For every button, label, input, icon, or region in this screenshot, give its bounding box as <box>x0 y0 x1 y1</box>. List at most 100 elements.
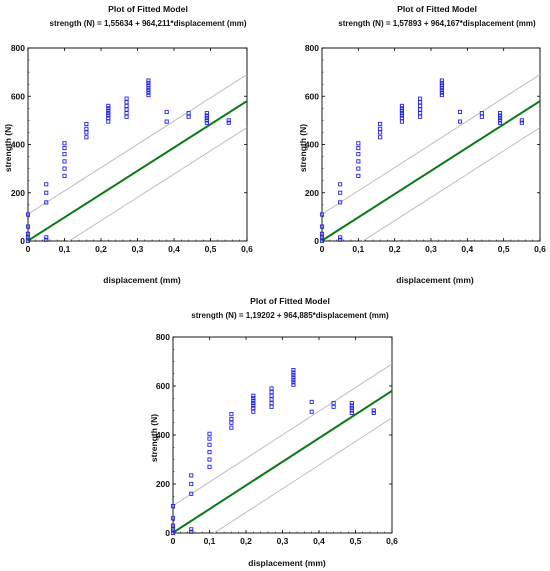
data-point <box>349 406 354 411</box>
data-point <box>309 399 314 404</box>
data-point <box>207 442 212 447</box>
data-point <box>251 396 256 401</box>
fit-lines <box>322 74 540 241</box>
data-point <box>62 146 67 151</box>
data-point <box>124 96 129 101</box>
data-point <box>170 530 176 536</box>
data-point <box>331 401 336 406</box>
data-point <box>189 473 194 478</box>
data-point <box>62 159 67 164</box>
data-point <box>106 106 111 111</box>
data-point <box>229 420 234 425</box>
data-point <box>204 113 209 118</box>
data-point <box>378 121 383 127</box>
data-point <box>207 436 212 441</box>
x-tick-label: 0 <box>171 536 176 546</box>
fit-lines <box>28 74 247 241</box>
data-point <box>25 224 31 229</box>
data-point <box>62 173 67 178</box>
data-point <box>497 111 503 116</box>
data-point <box>497 120 503 125</box>
x-tick-label: 0,2 <box>389 244 401 254</box>
data-point <box>164 109 169 114</box>
x-tick-label: 0,5 <box>350 536 362 546</box>
data-point <box>146 80 151 86</box>
data-point <box>189 527 194 532</box>
data-point <box>207 457 212 462</box>
chart-3-subtitle: strength (N) = 1,19202 + 964,885*displac… <box>191 311 389 320</box>
data-point <box>189 491 194 496</box>
data-point <box>269 397 274 402</box>
data-point <box>269 393 274 398</box>
data-point <box>146 78 151 83</box>
data-point <box>44 237 49 242</box>
y-tick-label: 200 <box>11 188 25 198</box>
y-tick-label: 600 <box>11 91 25 101</box>
upper-prediction-limit <box>322 74 540 215</box>
data-point <box>497 118 503 123</box>
data-point <box>309 409 314 414</box>
data-point <box>44 190 49 195</box>
y-tick-label: 200 <box>156 479 170 489</box>
data-point <box>458 109 463 114</box>
data-point <box>84 121 89 127</box>
data-point <box>338 237 343 242</box>
data-point <box>356 173 361 178</box>
data-point <box>291 380 296 385</box>
x-tick-label: 0,3 <box>425 244 437 254</box>
data-point <box>229 425 234 430</box>
data-point <box>439 90 444 95</box>
data-points <box>25 78 231 244</box>
data-point <box>189 481 194 487</box>
data-point <box>291 368 296 373</box>
chart-1-xlabel: displacement (mm) <box>103 275 181 285</box>
data-point <box>204 120 209 125</box>
chart-1: Plot of Fitted Model strength (N) = 1,55… <box>3 4 253 285</box>
chart-3: Plot of Fitted Model strength (N) = 1,19… <box>149 296 398 568</box>
data-point <box>25 231 31 236</box>
data-point <box>439 88 444 93</box>
chart-2-subtitle: strength (N) = 1,57893 + 964,167*displac… <box>338 19 536 28</box>
x-tick-label: 0,1 <box>59 244 71 254</box>
data-point <box>170 527 176 532</box>
data-point <box>146 85 151 90</box>
data-point <box>106 113 111 118</box>
data-point <box>331 404 336 409</box>
data-point <box>170 504 176 509</box>
data-point <box>146 83 151 88</box>
x-tick-label: 0 <box>320 244 325 254</box>
y-tick-label: 600 <box>305 91 319 101</box>
chart-2-ylabel: strength (N) <box>298 124 308 172</box>
data-point <box>106 115 111 121</box>
data-point <box>349 401 354 406</box>
x-tick-label: 0,4 <box>313 536 325 546</box>
data-point <box>338 200 343 205</box>
lower-prediction-limit <box>213 417 392 533</box>
data-point <box>479 111 484 116</box>
data-point <box>204 111 209 116</box>
data-point <box>338 190 343 195</box>
x-tick-label: 0,6 <box>534 244 546 254</box>
fitted-line <box>322 100 540 241</box>
y-tick-label: 600 <box>156 381 170 391</box>
data-point <box>146 88 151 93</box>
data-point <box>349 410 354 416</box>
data-point <box>349 403 354 408</box>
data-point <box>207 450 212 455</box>
data-point <box>62 152 67 157</box>
y-tick-label: 0 <box>314 236 319 246</box>
x-tick-label: 0,1 <box>204 536 216 546</box>
data-point <box>62 141 67 146</box>
data-point <box>356 146 361 151</box>
data-point <box>356 152 361 157</box>
data-point <box>226 120 231 125</box>
x-tick-label: 0,6 <box>241 244 253 254</box>
data-point <box>356 159 361 164</box>
x-tick-label: 0,2 <box>95 244 107 254</box>
chart-1-subtitle: strength (N) = 1,55634 + 964,211*displac… <box>50 19 247 28</box>
fitted-line <box>28 100 247 241</box>
data-point <box>356 166 361 171</box>
data-point <box>251 406 256 411</box>
x-tick-label: 0,4 <box>168 244 180 254</box>
data-point <box>269 401 274 406</box>
